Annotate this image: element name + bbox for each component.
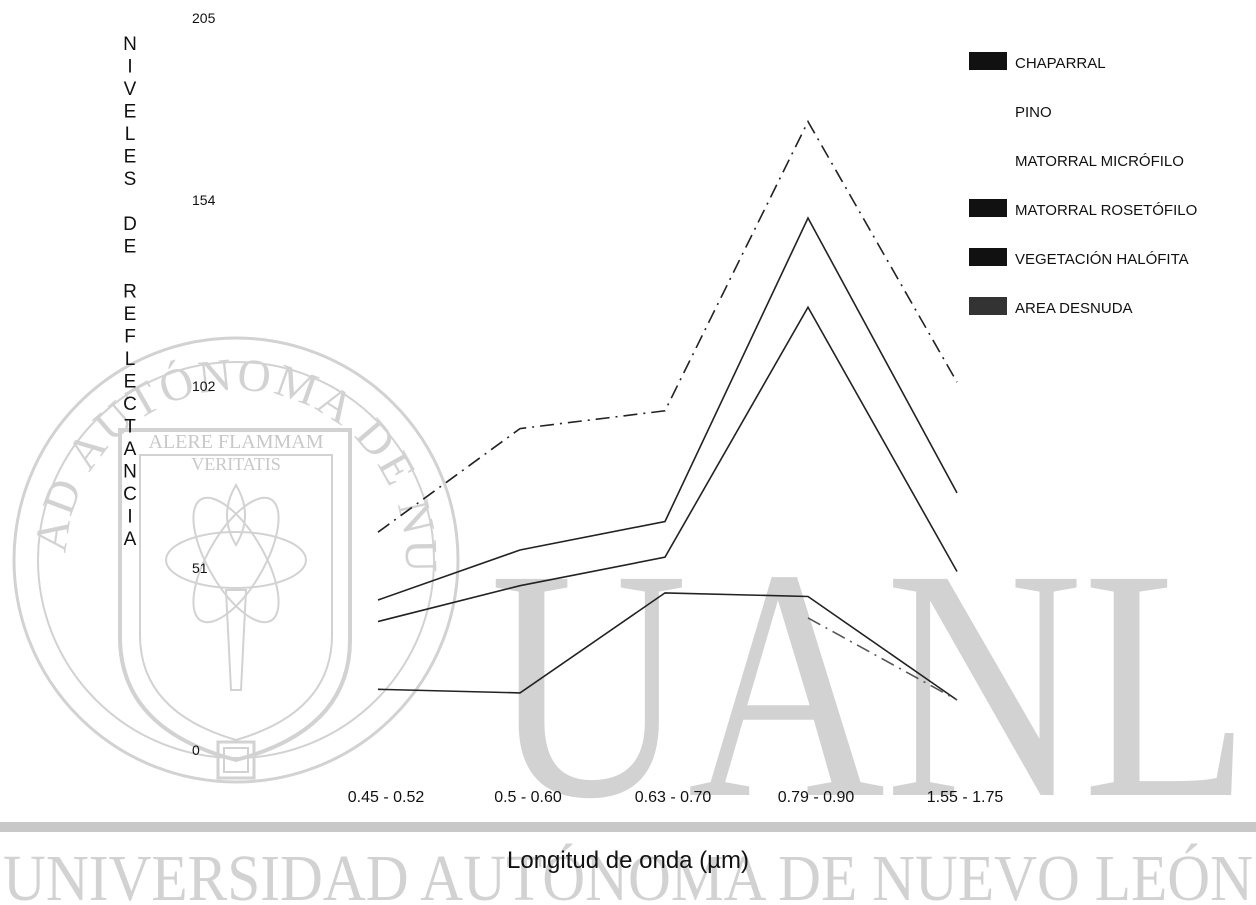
x-tick-label: 0.63 - 0.70	[635, 789, 712, 806]
y-axis-label-letter: E	[124, 147, 137, 168]
university-footer-watermark: UNIVERSIDAD AUTÓNOMA DE NUEVO LEÓN	[3, 842, 1253, 905]
y-axis-label-letter: V	[124, 79, 137, 100]
x-tick-label: 0.5 - 0.60	[494, 789, 562, 806]
legend-label: PINO	[1015, 104, 1052, 121]
series-line-3	[377, 305, 958, 623]
y-axis-label-letter: I	[127, 57, 132, 78]
y-axis-label-letter: N	[123, 462, 137, 483]
y-axis-label-letter: E	[124, 304, 137, 325]
legend-label: VEGETACIÓN HALÓFITA	[1015, 251, 1189, 268]
uanl-logo-watermark: UANL	[490, 502, 1250, 867]
y-axis-label-letter: E	[124, 237, 137, 258]
y-axis-label-letter: A	[124, 529, 137, 550]
x-tick-label: 0.45 - 0.52	[348, 789, 425, 806]
y-axis-label-letter: C	[123, 394, 137, 415]
y-tick-label: 102	[192, 378, 216, 394]
x-tick-labels: 0.45 - 0.52 0.5 - 0.60 0.63 - 0.70 0.79 - 0…	[348, 789, 1004, 806]
x-axis-label: Longitud de onda (µm)	[507, 847, 749, 874]
y-axis-label-letter: S	[124, 169, 137, 190]
seal-motto-2: VERITATIS	[191, 454, 281, 474]
y-tick-label: 0	[192, 742, 200, 758]
y-tick-label: 205	[192, 10, 216, 26]
series-line-4	[377, 592, 958, 701]
legend-label: MATORRAL ROSETÓFILO	[1015, 202, 1197, 219]
y-axis-label-letter: I	[127, 507, 132, 528]
y-axis-label-letter: L	[125, 124, 136, 145]
y-tick-labels: 0 51 102 154 205	[192, 10, 216, 758]
series-lines	[377, 119, 958, 701]
y-axis-label-letter: T	[124, 417, 136, 438]
series-line-5	[807, 617, 958, 701]
y-axis-label-letter: R	[123, 282, 137, 303]
seal-text-watermark: UNIVERSIDAD AUTÓNOMA DE NUEVO LEÓN	[0, 0, 447, 576]
y-tick-label: 51	[192, 560, 208, 576]
series-line-1	[377, 119, 958, 533]
y-axis-label-letter: L	[125, 349, 136, 370]
legend-label: CHAPARRAL	[1015, 55, 1106, 72]
y-axis-label-letter: N	[123, 34, 137, 55]
y-axis-label-letter: E	[124, 102, 137, 123]
y-axis-label-letter: F	[124, 327, 136, 348]
legend-swatch	[969, 248, 1007, 266]
watermark-rule	[0, 822, 1256, 832]
x-tick-label: 1.55 - 1.75	[927, 789, 1004, 806]
legend-swatch	[969, 52, 1007, 70]
legend-label: AREA DESNUDA	[1015, 300, 1133, 317]
y-axis-label-letter: E	[124, 372, 137, 393]
y-axis-label-letter: A	[124, 439, 137, 460]
y-axis-label-letter: D	[123, 214, 137, 235]
y-tick-label: 154	[192, 192, 216, 208]
legend: CHAPARRAL PINO MATORRAL MICRÓFILO MATORRAL …	[969, 52, 1197, 317]
legend-label: MATORRAL MICRÓFILO	[1015, 153, 1184, 170]
university-seal-watermark	[12, 336, 460, 784]
y-axis-label-letter: C	[123, 484, 137, 505]
series-line-2	[377, 216, 958, 601]
seal-motto-1: ALERE FLAMMAM	[148, 431, 323, 453]
x-tick-label: 0.79 - 0.90	[778, 789, 855, 806]
legend-swatch	[969, 199, 1007, 217]
legend-swatch	[969, 297, 1007, 315]
